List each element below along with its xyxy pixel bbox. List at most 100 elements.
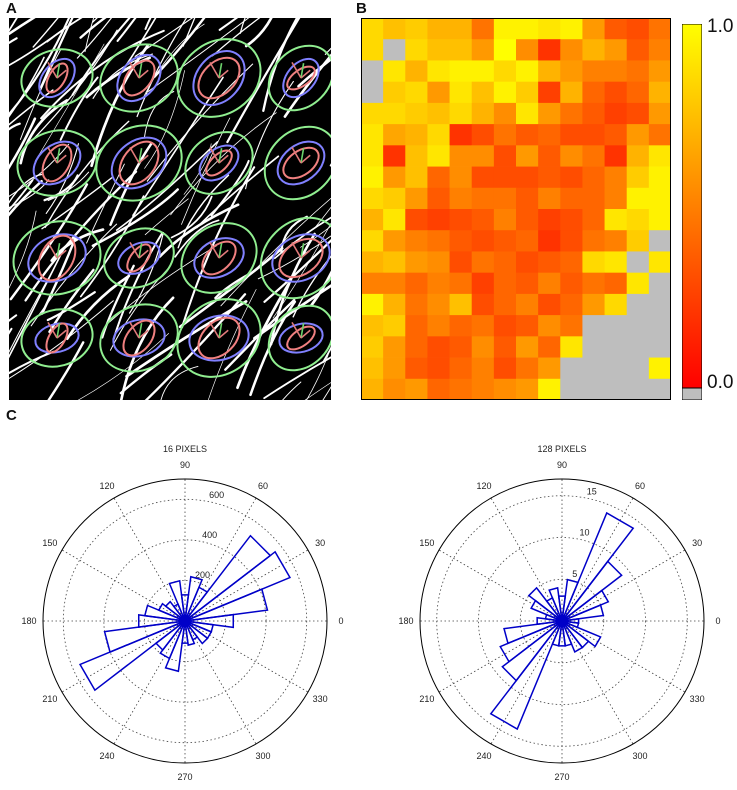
heatmap-cell (427, 167, 450, 189)
heatmap-cell (516, 188, 539, 210)
heatmap-cell (582, 18, 605, 40)
heatmap-cell (560, 167, 583, 189)
heatmap-cell (649, 358, 671, 380)
heatmap-cell (427, 124, 450, 146)
heatmap-cell (582, 209, 605, 231)
polar-angle-label: 120 (99, 481, 114, 491)
heatmap-cell (361, 103, 384, 125)
heatmap-cell (649, 273, 671, 295)
heatmap-cell (560, 82, 583, 104)
heatmap-cell (494, 251, 517, 273)
fiber-strand (9, 329, 12, 396)
heatmap-cell (627, 294, 650, 316)
heatmap-cell (605, 294, 628, 316)
heatmap-cell (538, 39, 561, 61)
heatmap-cell (649, 315, 671, 337)
heatmap-cell (450, 209, 473, 231)
heatmap-cell (405, 188, 428, 210)
heatmap-cell (560, 358, 583, 380)
heatmap-cell (649, 103, 671, 125)
heatmap-cell (405, 60, 428, 82)
heatmap-cell (494, 209, 517, 231)
heatmap-cell (560, 315, 583, 337)
heatmap-cell (516, 251, 539, 273)
heatmap-cell (494, 103, 517, 125)
heatmap-cell (538, 358, 561, 380)
heatmap-cell (649, 39, 671, 61)
polar-angle-label: 30 (692, 538, 702, 548)
heatmap-cell (450, 251, 473, 273)
heatmap-cell (405, 167, 428, 189)
heatmap-cell (605, 315, 628, 337)
heatmap-cell (627, 336, 650, 358)
polar-bar (500, 621, 562, 662)
heatmap-cell (383, 358, 406, 380)
heatmap-cell (494, 294, 517, 316)
heatmap-cell (494, 82, 517, 104)
heatmap-cell (538, 294, 561, 316)
heatmap-cell (649, 336, 671, 358)
heatmap-cell (582, 230, 605, 252)
polar-angle-label: 150 (42, 538, 57, 548)
heatmap-cell (361, 124, 384, 146)
heatmap-grid (361, 18, 671, 400)
heatmap-cell (450, 167, 473, 189)
heatmap-cell (427, 188, 450, 210)
heatmap-cell (627, 145, 650, 167)
polar-spoke (185, 498, 256, 621)
heatmap-cell (605, 167, 628, 189)
polar-angle-label: 180 (398, 616, 413, 626)
coherence-heatmap (361, 18, 671, 400)
heatmap-cell (494, 273, 517, 295)
heatmap-cell (560, 124, 583, 146)
heatmap-cell (383, 18, 406, 40)
fiber-strand (93, 18, 230, 22)
polar-bar (80, 621, 185, 690)
heatmap-cell (627, 251, 650, 273)
heatmap-cell (383, 188, 406, 210)
heatmap-cell (494, 358, 517, 380)
heatmap-cell (560, 379, 583, 400)
heatmap-cell (383, 167, 406, 189)
heatmap-cell (472, 230, 495, 252)
heatmap-cell (472, 315, 495, 337)
heatmap-cell (649, 167, 671, 189)
polar-angle-label: 90 (180, 460, 190, 470)
heatmap-cell (361, 82, 384, 104)
heatmap-cell (627, 82, 650, 104)
heatmap-cell (516, 60, 539, 82)
heatmap-cell (472, 82, 495, 104)
heatmap-cell (405, 124, 428, 146)
polar-spoke (562, 498, 633, 621)
heatmap-cell (361, 39, 384, 61)
heatmap-cell (383, 60, 406, 82)
heatmap-cell (516, 39, 539, 61)
heatmap-cell (627, 230, 650, 252)
heatmap-cell (450, 315, 473, 337)
heatmap-cell (605, 60, 628, 82)
polar-spoke (185, 621, 256, 744)
heatmap-cell (383, 273, 406, 295)
heatmap-cell (605, 82, 628, 104)
heatmap-cell (472, 209, 495, 231)
heatmap-cell (649, 251, 671, 273)
polar-angle-label: 300 (255, 751, 270, 761)
fiber-strand (144, 92, 173, 138)
heatmap-cell (605, 336, 628, 358)
heatmap-cell (516, 103, 539, 125)
heatmap-cell (560, 188, 583, 210)
heatmap-cell (494, 167, 517, 189)
heatmap-cell (472, 39, 495, 61)
heatmap-cell (582, 60, 605, 82)
fiber-strand (48, 292, 95, 320)
heatmap-cell (472, 145, 495, 167)
heatmap-cell (405, 294, 428, 316)
polar-angle-label: 0 (338, 616, 343, 626)
heatmap-cell (494, 188, 517, 210)
panel-label-b: B (356, 0, 367, 17)
heatmap-cell (516, 294, 539, 316)
heatmap-cell (627, 315, 650, 337)
heatmap-cell (560, 103, 583, 125)
heatmap-cell (383, 251, 406, 273)
